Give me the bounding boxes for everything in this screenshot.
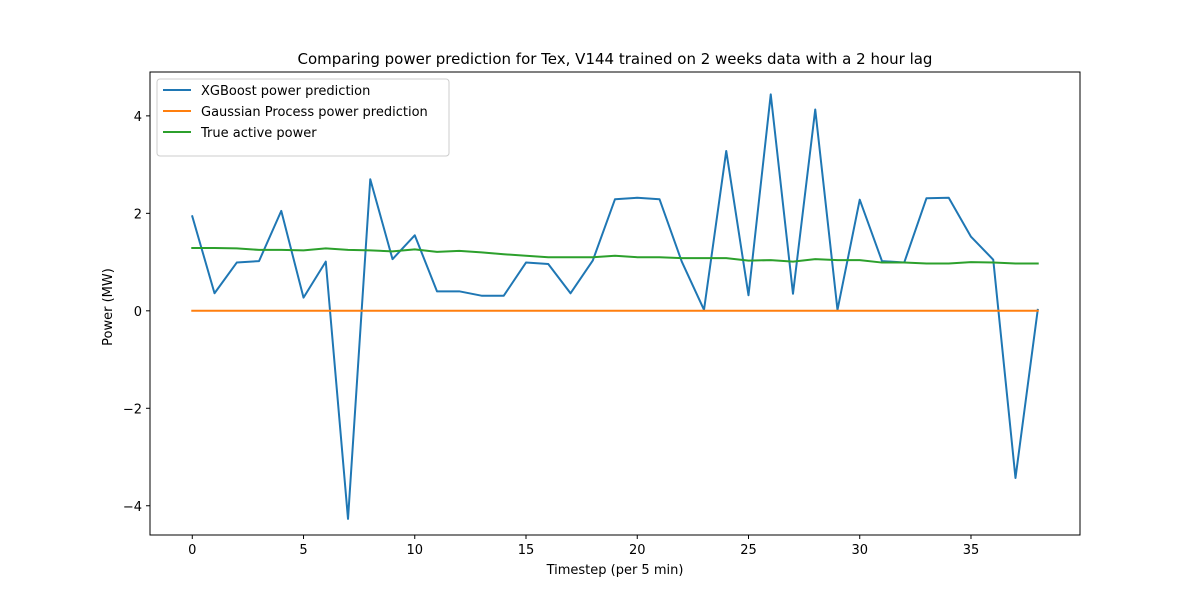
x-tick-label: 10 [406, 543, 423, 558]
x-tick-label: 15 [518, 543, 535, 558]
x-axis-label: Timestep (per 5 min) [546, 563, 684, 578]
x-tick-label: 20 [629, 543, 646, 558]
series-line-1 [191, 93, 1039, 520]
x-tick-label: 5 [299, 543, 307, 558]
legend-label-2: Gaussian Process power prediction [201, 105, 428, 120]
legend-label-1: XGBoost power prediction [201, 84, 370, 99]
y-tick-label: 2 [134, 207, 142, 222]
series-line-3 [191, 246, 1039, 265]
legend-label-3: True active power [200, 126, 317, 141]
plot-area: 0 5 10 15 20 25 30 35 −4 −2 0 2 4 [123, 71, 1081, 558]
y-tick-label: −2 [123, 402, 142, 417]
legend: XGBoost power prediction Gaussian Process… [156, 78, 450, 157]
y-tick-label: 4 [134, 110, 142, 125]
y-axis-label: Power (MW) [101, 268, 116, 346]
axes-frame [149, 71, 1081, 536]
y-tick-label: −4 [123, 500, 142, 515]
y-tick-label: 0 [134, 305, 142, 320]
legend-box [156, 78, 450, 157]
x-tick-label: 35 [963, 543, 980, 558]
chart-title: Comparing power prediction for Tex, V144… [298, 50, 933, 68]
x-tick-label: 25 [740, 543, 757, 558]
x-tick-label: 30 [851, 543, 868, 558]
x-tick-label: 0 [188, 543, 196, 558]
